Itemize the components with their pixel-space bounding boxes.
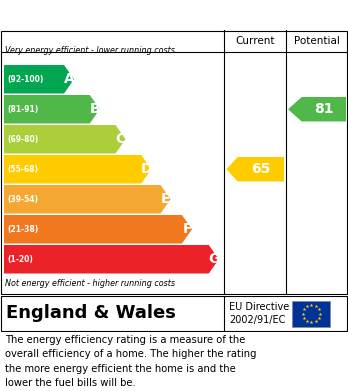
Text: (55-68): (55-68) bbox=[7, 165, 38, 174]
Text: G: G bbox=[208, 252, 220, 266]
Text: England & Wales: England & Wales bbox=[6, 305, 176, 323]
Polygon shape bbox=[4, 185, 171, 213]
Polygon shape bbox=[288, 97, 346, 122]
Polygon shape bbox=[4, 95, 100, 124]
Text: C: C bbox=[116, 132, 126, 146]
Polygon shape bbox=[4, 155, 151, 183]
Text: (1-20): (1-20) bbox=[7, 255, 33, 264]
Text: F: F bbox=[182, 222, 192, 236]
Text: (92-100): (92-100) bbox=[7, 75, 44, 84]
Text: 81: 81 bbox=[314, 102, 334, 116]
Text: Energy Efficiency Rating: Energy Efficiency Rating bbox=[9, 7, 211, 23]
Text: The energy efficiency rating is a measure of the
overall efficiency of a home. T: The energy efficiency rating is a measur… bbox=[5, 335, 256, 388]
Text: (39-54): (39-54) bbox=[7, 195, 38, 204]
Text: EU Directive: EU Directive bbox=[229, 302, 290, 312]
Text: Potential: Potential bbox=[294, 36, 340, 46]
Text: Current: Current bbox=[236, 36, 275, 46]
Polygon shape bbox=[4, 245, 219, 273]
Text: B: B bbox=[89, 102, 100, 116]
Text: A: A bbox=[64, 72, 74, 86]
Text: E: E bbox=[161, 192, 170, 206]
Text: Very energy efficient - lower running costs: Very energy efficient - lower running co… bbox=[5, 46, 175, 55]
Text: 2002/91/EC: 2002/91/EC bbox=[229, 315, 286, 325]
Text: (69-80): (69-80) bbox=[7, 135, 38, 144]
Polygon shape bbox=[227, 157, 284, 181]
Text: (81-91): (81-91) bbox=[7, 105, 38, 114]
Polygon shape bbox=[4, 125, 126, 154]
Text: (21-38): (21-38) bbox=[7, 225, 38, 234]
Text: Not energy efficient - higher running costs: Not energy efficient - higher running co… bbox=[5, 278, 175, 287]
Text: 65: 65 bbox=[251, 162, 270, 176]
Polygon shape bbox=[4, 65, 74, 93]
Bar bbox=[292, 301, 331, 326]
Text: D: D bbox=[141, 162, 152, 176]
Polygon shape bbox=[4, 215, 192, 244]
